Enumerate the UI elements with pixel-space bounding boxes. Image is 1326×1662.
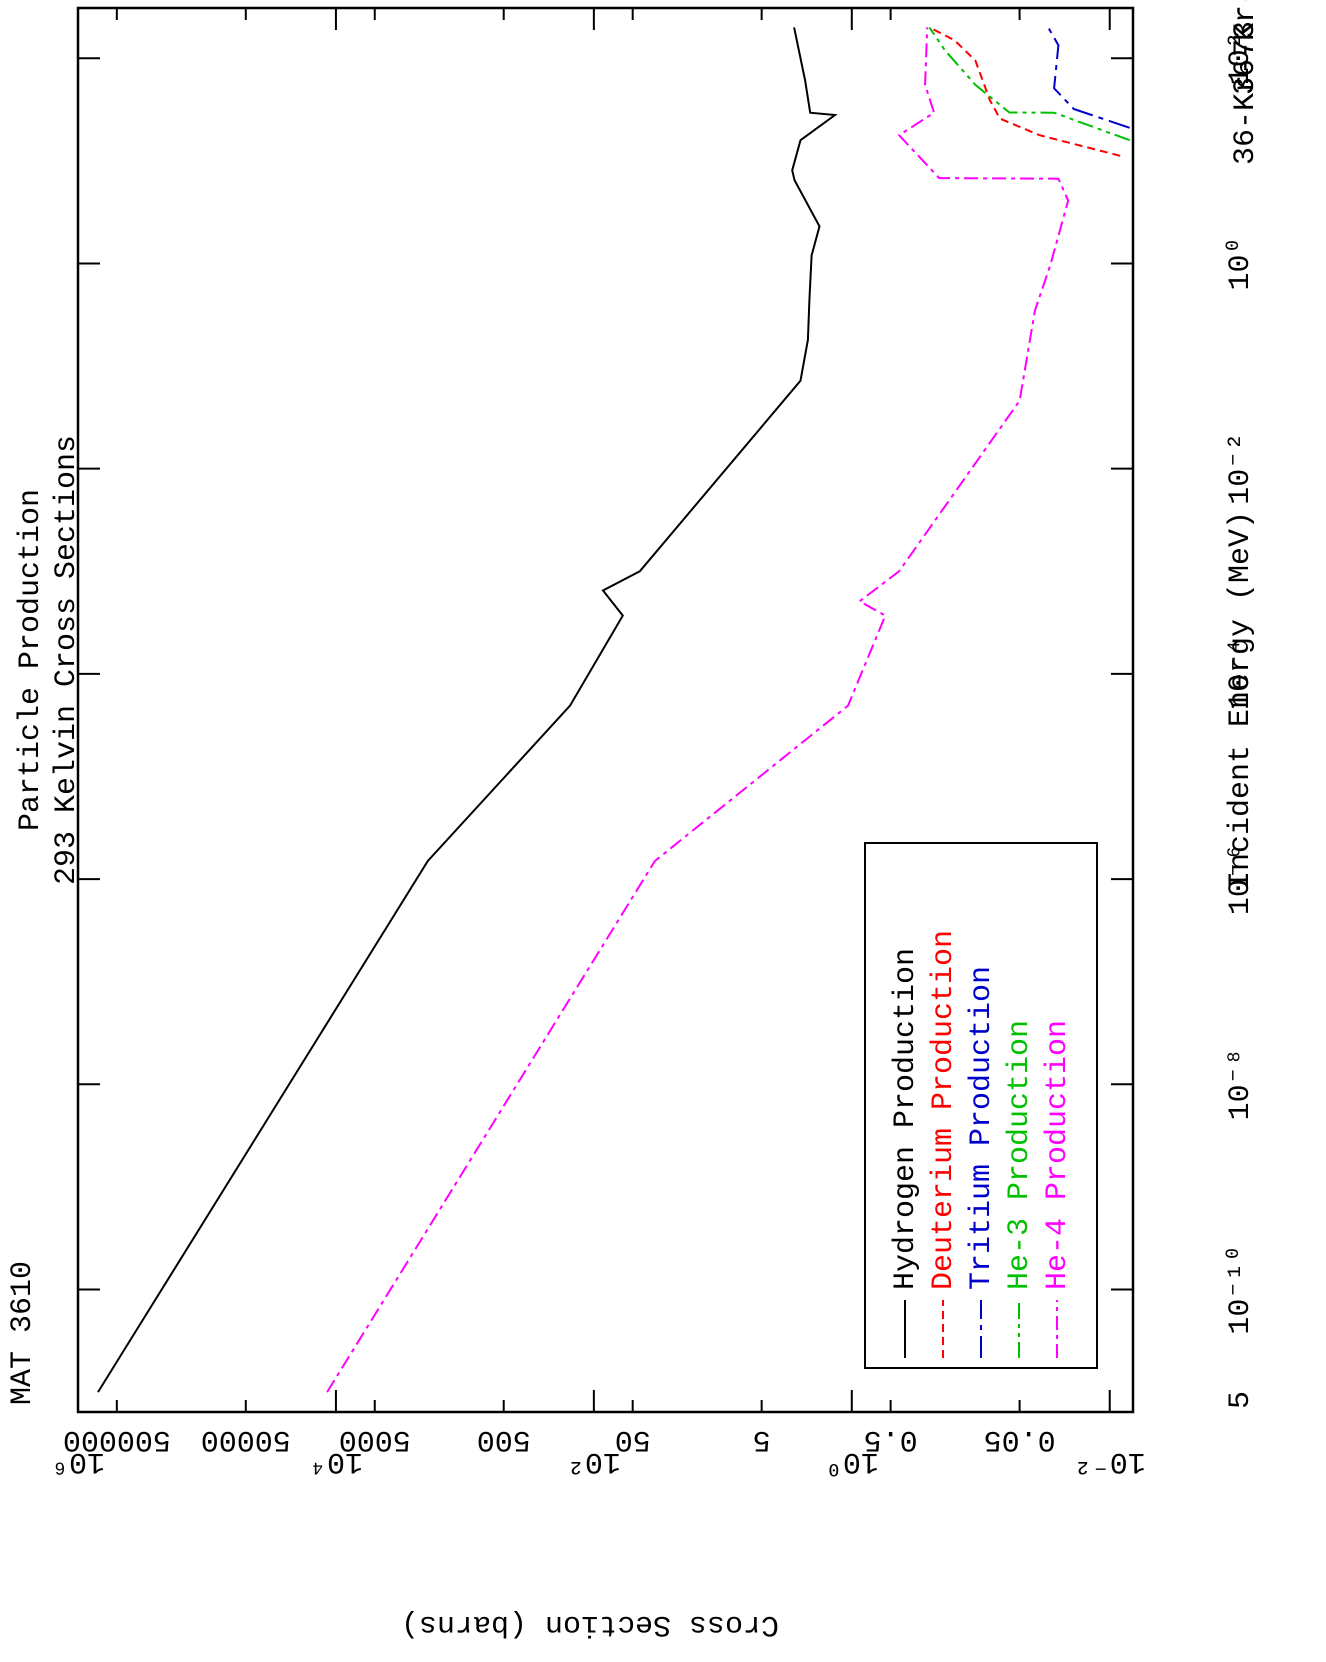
series-line <box>1047 26 1131 129</box>
legend-box <box>864 842 1098 1369</box>
x-tick-label: 10⁰ <box>1224 236 1258 290</box>
y-tick-label: 5 <box>753 1422 771 1456</box>
y-tick-label: 10² <box>567 1444 621 1478</box>
legend-label: He-3 Production <box>1003 1020 1037 1290</box>
y-tick-label: 10⁻² <box>1074 1444 1146 1478</box>
chart-subtitle: 293 Kelvin Cross Sections <box>50 435 84 885</box>
x-tick-label: 10⁻⁴ <box>1224 638 1258 710</box>
y-tick-label: 500 <box>477 1422 531 1456</box>
y-tick-label: 50 <box>615 1422 651 1456</box>
series-line <box>928 26 1131 142</box>
nuclide-label: 36-Kr-73 <box>1229 21 1263 165</box>
y-tick-label: 5000 <box>339 1422 411 1456</box>
x-tick-label: 5 <box>1224 1391 1258 1409</box>
y-tick-label: 500000 <box>63 1422 171 1456</box>
x-axis-label: Incident Energy (MeV) <box>1224 511 1258 889</box>
y-tick-label: 10⁰ <box>825 1444 879 1478</box>
y-tick-label: 0.5 <box>864 1422 918 1456</box>
material-label: MAT 3610 <box>6 1261 40 1405</box>
y-axis-label: Cross Section (barns) <box>401 1607 779 1641</box>
legend-label: Hydrogen Production <box>889 948 923 1290</box>
x-tick-label: 10⁻⁶ <box>1224 843 1258 915</box>
y-tick-label: 10⁶ <box>51 1444 105 1478</box>
y-tick-label: 50000 <box>201 1422 291 1456</box>
chart-title: Particle Production <box>14 489 48 831</box>
x-tick-label: 10⁻¹⁰ <box>1224 1244 1258 1334</box>
series-line <box>326 27 1070 1393</box>
x-tick-label: 10² <box>1224 31 1258 85</box>
y-tick-label: 0.05 <box>984 1422 1056 1456</box>
series-line <box>97 27 838 1393</box>
y-tick-label: 10⁴ <box>309 1444 363 1478</box>
plot-frame <box>76 6 1135 1414</box>
x-tick-label: 10⁻² <box>1224 433 1258 505</box>
series-line <box>928 26 1121 157</box>
legend-label: Tritium Production <box>965 966 999 1290</box>
plot-area <box>97 26 1131 1393</box>
legend-label: Deuterium Production <box>927 930 961 1290</box>
nuclide-label: 36-Kr-73 <box>1229 0 1263 95</box>
x-tick-label: 10⁻⁸ <box>1224 1048 1258 1120</box>
legend-label: He-4 Production <box>1041 1020 1075 1290</box>
